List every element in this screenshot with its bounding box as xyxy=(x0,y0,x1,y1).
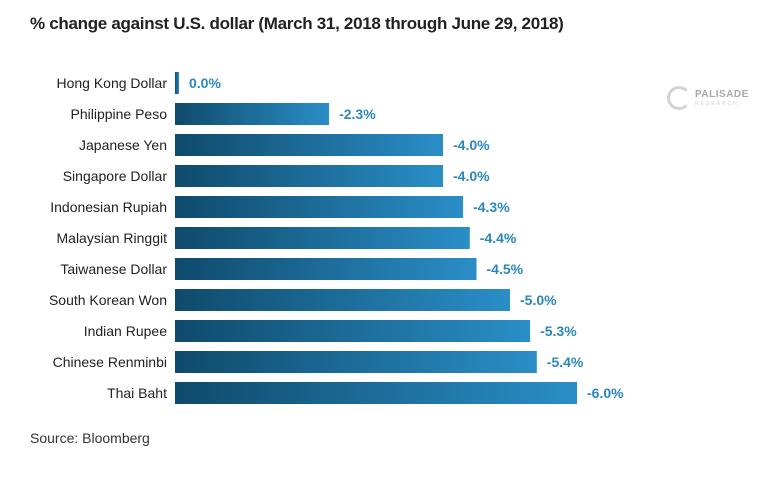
bar xyxy=(175,289,510,311)
bar xyxy=(175,196,464,218)
bar xyxy=(175,351,537,373)
category-label: Indian Rupee xyxy=(84,323,168,339)
category-label: Thai Baht xyxy=(107,385,167,401)
bar xyxy=(175,72,179,94)
bar xyxy=(175,320,531,342)
logo-mark-icon xyxy=(667,86,691,110)
bar xyxy=(175,258,477,280)
value-label: -5.0% xyxy=(520,292,557,308)
category-label: Singapore Dollar xyxy=(63,168,168,184)
value-label: -4.0% xyxy=(453,168,490,184)
category-label: South Korean Won xyxy=(49,292,167,308)
value-label: -5.4% xyxy=(547,354,584,370)
chart-title: % change against U.S. dollar (March 31, … xyxy=(30,14,564,33)
logo-name: PALISADE xyxy=(695,89,749,100)
category-label: Hong Kong Dollar xyxy=(56,75,167,91)
bar xyxy=(175,382,577,404)
palisade-logo: PALISADE RESEARCH xyxy=(665,86,765,116)
value-label: -4.4% xyxy=(480,230,517,246)
bar xyxy=(175,103,330,125)
bar xyxy=(175,227,470,249)
value-label: -5.3% xyxy=(540,323,577,339)
category-label: Indonesian Rupiah xyxy=(50,199,167,215)
category-label: Philippine Peso xyxy=(70,106,167,122)
value-label: -4.0% xyxy=(453,137,490,153)
bar xyxy=(175,165,443,187)
value-label: -4.3% xyxy=(473,199,510,215)
category-label: Japanese Yen xyxy=(79,137,167,153)
category-label: Taiwanese Dollar xyxy=(60,261,167,277)
category-label: Malaysian Ringgit xyxy=(57,230,168,246)
value-label: -6.0% xyxy=(587,385,624,401)
category-label: Chinese Renminbi xyxy=(53,354,167,370)
value-label: -4.5% xyxy=(487,261,524,277)
source-note: Source: Bloomberg xyxy=(30,430,150,446)
value-label: 0.0% xyxy=(189,75,221,91)
bar xyxy=(175,134,443,156)
value-label: -2.3% xyxy=(339,106,376,122)
logo-subtitle: RESEARCH xyxy=(695,101,739,107)
